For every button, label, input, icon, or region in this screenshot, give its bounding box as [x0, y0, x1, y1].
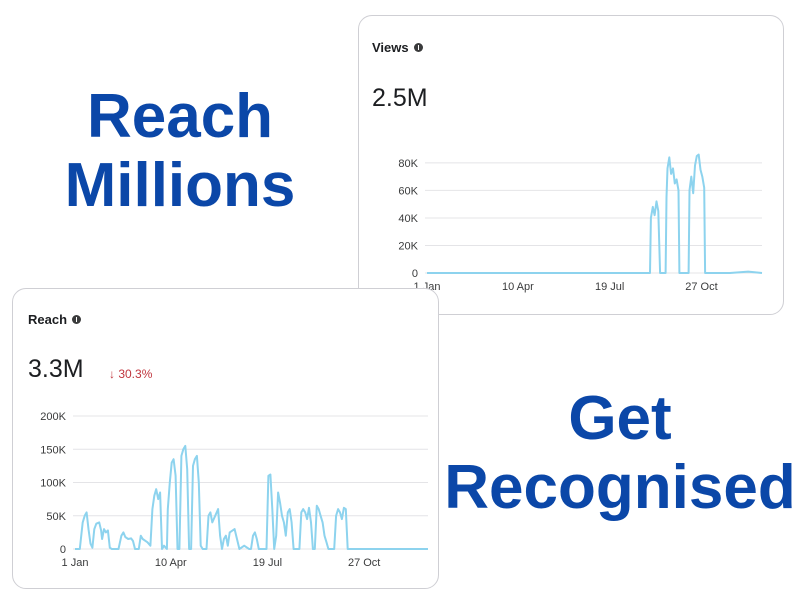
- headline-word: Millions: [64, 151, 296, 221]
- headline-word: Get: [568, 384, 672, 453]
- y-tick-label: 40K: [398, 213, 418, 225]
- y-tick-label: 200K: [40, 411, 66, 423]
- y-tick-label: 60K: [398, 185, 418, 197]
- reach-total: 3.3M: [28, 355, 84, 383]
- x-tick-label: 27 Oct: [685, 281, 717, 293]
- x-tick-label: 19 Jul: [253, 557, 282, 569]
- views-card: Views 2.5M 0 20K 40K 60K 80K 1 Jan 10 Apr 19 Ju…: [358, 15, 784, 315]
- views-total: 2.5M: [372, 84, 428, 112]
- y-tick-label: 150K: [40, 444, 66, 456]
- series-line: [427, 153, 763, 274]
- reach-title-text: Reach: [28, 312, 68, 327]
- reach-change-badge: ↓ 30.3%: [109, 367, 153, 381]
- y-tick-label: 50K: [46, 511, 66, 523]
- reach-millions-headline: Reach Millions: [30, 82, 330, 221]
- x-tick-label: 1 Jan: [62, 557, 89, 569]
- info-icon[interactable]: [413, 43, 423, 52]
- reach-line-chart: 0 50K 100K 150K 200K 1 Jan 10 Apr 19 Jul 27 Oct: [40, 411, 428, 569]
- headline-word: Reach: [86, 82, 274, 151]
- y-tick-label: 80K: [398, 158, 418, 170]
- views-title-text: Views: [372, 40, 409, 55]
- x-tick-label: 10 Apr: [502, 281, 534, 293]
- get-recognised-headline: Get Recognised: [440, 384, 800, 523]
- headline-word: Recognised: [444, 453, 796, 523]
- reach-card: Reach 3.3M ↓ 30.3% 0 50K 100K 150K 200K 1 Jan…: [12, 288, 439, 589]
- x-tick-label: 10 Apr: [155, 557, 187, 569]
- y-tick-label: 100K: [40, 478, 66, 490]
- info-icon[interactable]: [72, 315, 82, 324]
- views-title: Views: [372, 40, 423, 55]
- y-tick-label: 0: [412, 268, 418, 280]
- x-tick-label: 19 Jul: [595, 281, 624, 293]
- x-tick-label: 27 Oct: [348, 557, 380, 569]
- series-line: [75, 444, 428, 550]
- y-tick-label: 0: [60, 544, 66, 556]
- reach-title: Reach: [28, 312, 82, 327]
- y-tick-label: 20K: [398, 240, 418, 252]
